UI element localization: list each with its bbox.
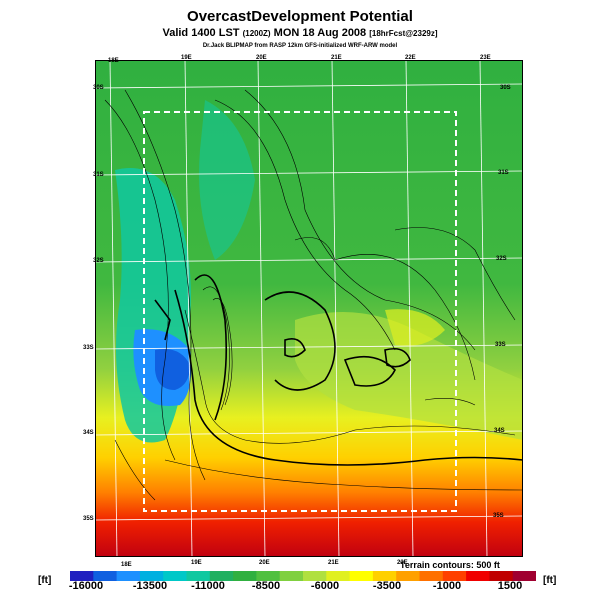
lat-label-right-5: 35S (493, 513, 504, 519)
colorbar-label-1: -13500 (132, 580, 168, 592)
colorbar-label-2: -11000 (191, 580, 225, 592)
lon-label-top-2: 20E (256, 55, 267, 61)
colorbar-swatch (489, 571, 514, 581)
lon-label-bottom-0: 18E (121, 562, 132, 568)
colorbar-label-3: -8500 (251, 580, 281, 592)
lat-label-right-3: 33S (495, 342, 506, 348)
colorbar-swatch (326, 571, 351, 581)
east-region-yellow (385, 309, 445, 346)
colorbar-swatch (396, 571, 420, 581)
colorbar-swatch (466, 571, 490, 581)
colorbar-unit-right: [ft] (543, 575, 557, 586)
lon-label-top-5: 23E (480, 55, 491, 61)
colorbar-swatch (512, 571, 536, 581)
lon-label-bottom-2: 20E (259, 560, 270, 566)
terrain-contours (104, 89, 523, 501)
mid-region-teal (199, 100, 255, 260)
colorbar-label-0: -16000 (68, 580, 104, 592)
lat-label-right-1: 31S (498, 170, 509, 176)
colorbar-swatch (93, 571, 118, 581)
lon-label-top-4: 22E (405, 55, 416, 61)
colorbar-swatch (303, 571, 327, 581)
colorbar-swatch (116, 571, 141, 581)
lat-label-left-1: 31S (93, 172, 104, 178)
colorbar-swatch (186, 571, 211, 581)
model-credit: Dr.Jack BLIPMAP from RASP 12km GFS-initi… (202, 43, 398, 49)
lat-label-left-0: 30S (93, 85, 104, 91)
colorbar-swatch (419, 571, 444, 581)
lat-label-right-2: 32S (496, 256, 507, 262)
valid-date: MON 18 Aug 2008 (273, 27, 367, 39)
lat-label-right-0: 30S (500, 85, 511, 91)
colorbar-swatch (372, 571, 397, 581)
lon-label-top-1: 19E (181, 55, 192, 61)
colorbar-swatch (256, 571, 281, 581)
colorbar-swatch (139, 571, 164, 581)
colorbar-swatch (163, 571, 187, 581)
map-frame (95, 60, 523, 557)
colorbar-label-5: -3500 (372, 580, 402, 592)
low-region-dark-blue (155, 349, 190, 390)
forecast-info: [18hrFcst@2329z] (369, 29, 438, 38)
lat-label-right-4: 34S (494, 428, 505, 434)
page-title: OvercastDevelopment Potential (187, 8, 413, 25)
lat-label-left-4: 34S (83, 430, 94, 436)
colorbar-swatch (279, 571, 304, 581)
lon-label-bottom-1: 19E (191, 560, 202, 566)
lat-label-left-2: 32S (93, 258, 104, 264)
colorbar-swatch (70, 571, 94, 581)
colorbar-swatch (233, 571, 257, 581)
lat-label-left-3: 33S (83, 345, 94, 351)
colorbar-unit-left: [ft] (38, 575, 52, 586)
colorbar-swatch (209, 571, 234, 581)
utc-time: (1200Z) (242, 29, 271, 38)
colorbar-label-6: -1000 (432, 580, 462, 592)
east-region-lightgreen (295, 312, 523, 440)
forecast-map (95, 60, 523, 557)
valid-time: Valid 1400 LST (162, 27, 240, 39)
colorbar-swatch (442, 571, 467, 581)
lon-label-top-0: 18E (108, 58, 119, 64)
valid-time-subtitle: Valid 1400 LST (1200Z) MON 18 Aug 2008 [… (0, 27, 600, 39)
colorbar-label-4: -6000 (310, 580, 340, 592)
lon-label-bottom-3: 21E (328, 560, 339, 566)
lat-label-left-5: 35S (83, 516, 94, 522)
colorbar-label-7: 1500 (497, 580, 523, 592)
colorbar (70, 571, 536, 581)
terrain-contour-note: Terrain contours: 500 ft (400, 560, 500, 570)
lon-label-top-3: 21E (331, 55, 342, 61)
colorbar-swatch (349, 571, 374, 581)
lon-label-bottom-4: 22E (397, 560, 408, 566)
inner-domain-boundary (143, 111, 457, 512)
